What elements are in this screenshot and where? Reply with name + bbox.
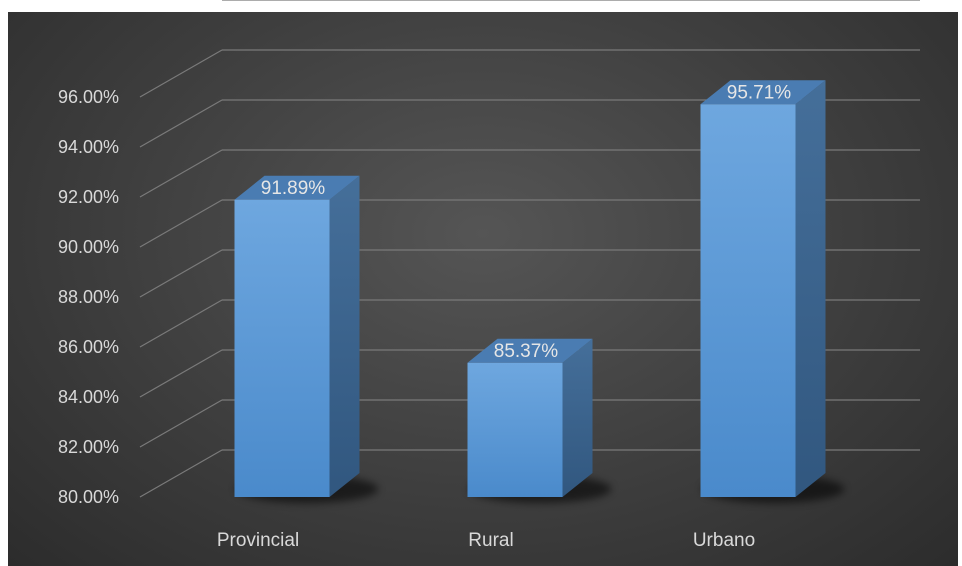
data-label: 85.37%: [494, 341, 559, 362]
bar-side-face: [795, 80, 826, 497]
gridline-diagonal: [139, 299, 223, 348]
bar-front-face: [467, 362, 563, 497]
bar-rural: [467, 338, 612, 503]
y-tick-label: 86.00%: [58, 337, 119, 357]
x-category-label: Provincial: [217, 530, 299, 551]
x-category-label: Urbano: [693, 530, 755, 551]
bar-side-face: [329, 175, 360, 497]
bar-top-face: [467, 338, 593, 363]
y-tick-label: 94.00%: [58, 137, 119, 157]
data-label: 91.89%: [261, 178, 326, 199]
bar-front-face: [234, 199, 330, 497]
y-tick-label: 90.00%: [58, 237, 119, 257]
y-tick-label: 82.00%: [58, 437, 119, 457]
bar-front-face: [700, 104, 796, 497]
y-tick-label: 84.00%: [58, 387, 119, 407]
y-tick-label: 92.00%: [58, 187, 119, 207]
gridline-diagonal: [139, 449, 223, 498]
x-category-label: Rural: [468, 530, 513, 551]
gridline-diagonal: [139, 399, 223, 448]
data-label: 95.71%: [727, 82, 792, 103]
gridline-diagonal: [139, 149, 223, 198]
bar-provincial: [234, 175, 379, 503]
gridline-diagonal: [139, 49, 223, 98]
gridline-diagonal: [139, 199, 223, 248]
bar-top-face: [234, 175, 360, 200]
y-tick-label: 96.00%: [58, 87, 119, 107]
y-tick-label: 88.00%: [58, 287, 119, 307]
bar-top-face: [700, 80, 826, 105]
gridline-diagonal: [139, 349, 223, 398]
gridline-diagonal: [139, 99, 223, 148]
bar-urbano: [700, 80, 845, 503]
bar-side-face: [562, 338, 593, 497]
gridline-diagonal: [139, 249, 223, 298]
y-tick-label: 80.00%: [58, 487, 119, 507]
